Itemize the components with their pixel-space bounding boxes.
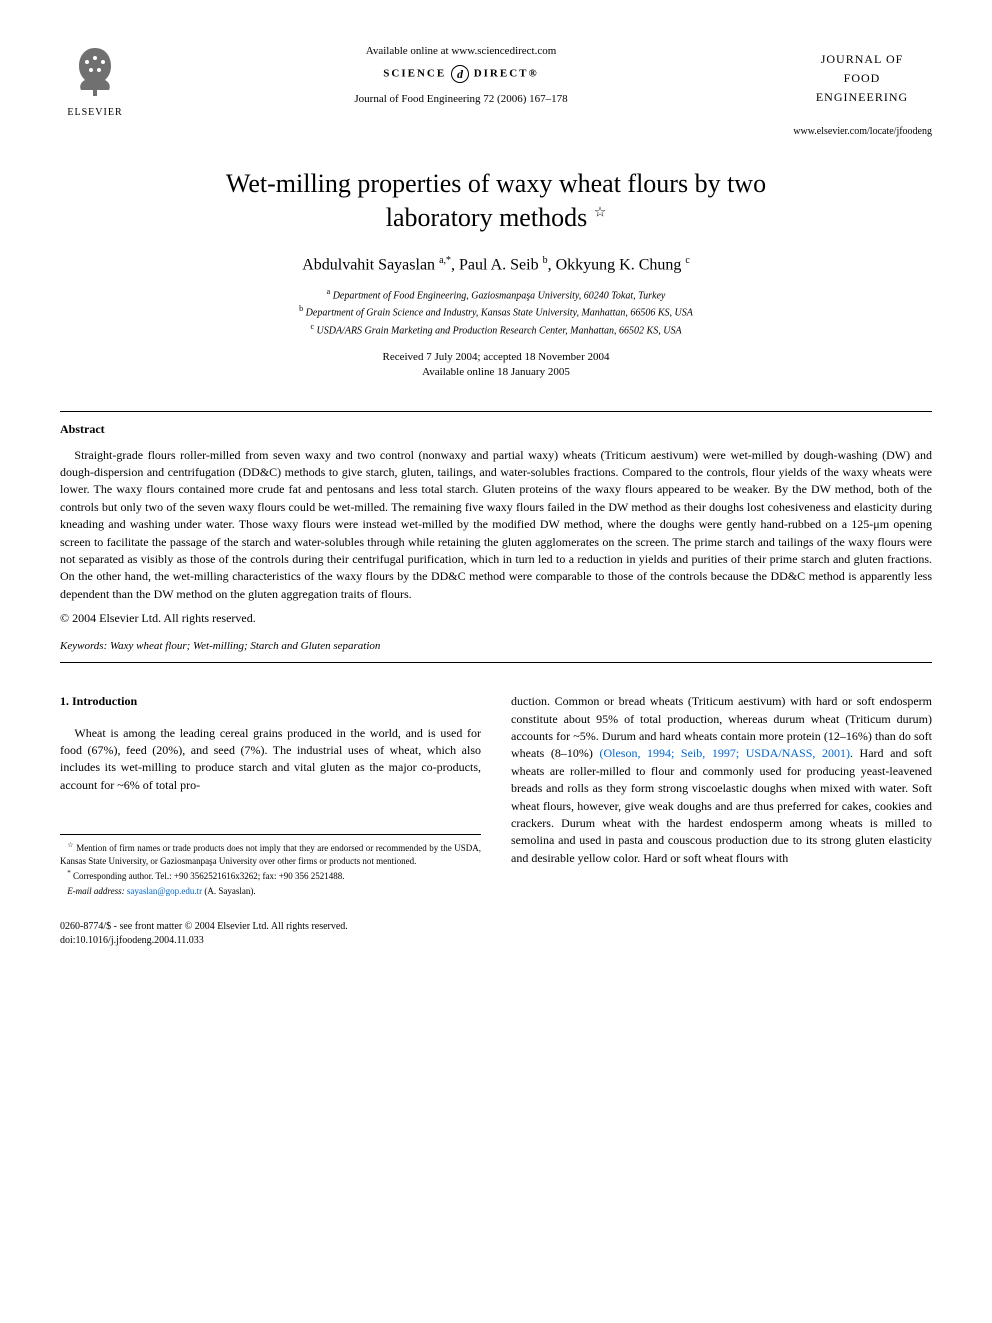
affiliation-b: b Department of Grain Science and Indust… (60, 303, 932, 320)
journal-name-l3: ENGINEERING (792, 88, 932, 107)
journal-name-l1: JOURNAL OF (792, 50, 932, 69)
sd-right: DIRECT® (474, 68, 539, 80)
footnote-email: E-mail address: sayaslan@gop.edu.tr (A. … (60, 885, 481, 898)
footnote-corresponding: * Corresponding author. Tel.: +90 356252… (60, 869, 481, 883)
author-2: Paul A. Seib (459, 256, 539, 273)
affiliation-a: a Department of Food Engineering, Gazios… (60, 286, 932, 303)
author-1: Abdulvahit Sayaslan (302, 256, 435, 273)
author-3-sup: c (685, 255, 689, 266)
title-line2: laboratory methods (386, 203, 587, 232)
column-left: 1. Introduction Wheat is among the leadi… (60, 693, 481, 899)
science-direct-logo: SCIENCE d DIRECT® (130, 65, 792, 83)
article-dates: Received 7 July 2004; accepted 18 Novemb… (60, 350, 932, 381)
title-line1: Wet-milling properties of waxy wheat flo… (226, 169, 766, 198)
online-date: Available online 18 January 2005 (60, 365, 932, 380)
sd-left: SCIENCE (383, 68, 446, 80)
keywords: Keywords: Waxy wheat flour; Wet-milling;… (60, 640, 932, 652)
publisher-name: ELSEVIER (60, 107, 130, 118)
keywords-text: Waxy wheat flour; Wet-milling; Starch an… (110, 640, 380, 652)
authors-list: Abdulvahit Sayaslan a,*, Paul A. Seib b,… (60, 255, 932, 274)
intro-para-1: Wheat is among the leading cereal grains… (60, 725, 481, 795)
divider-top (60, 411, 932, 412)
available-online-text: Available online at www.sciencedirect.co… (130, 45, 792, 57)
journal-url[interactable]: www.elsevier.com/locate/jfoodeng (60, 126, 932, 137)
doi-line: doi:10.1016/j.jfoodeng.2004.11.033 (60, 934, 932, 948)
abstract-heading: Abstract (60, 422, 932, 437)
abstract-copyright: © 2004 Elsevier Ltd. All rights reserved… (60, 611, 932, 626)
affiliation-c: c USDA/ARS Grain Marketing and Productio… (60, 321, 932, 338)
journal-name-box: JOURNAL OF FOOD ENGINEERING (792, 40, 932, 108)
intro-heading: 1. Introduction (60, 693, 481, 710)
reference-link[interactable]: (Oleson, 1994; Seib, 1997; USDA/NASS, 20… (599, 746, 850, 760)
issn-line: 0260-8774/$ - see front matter © 2004 El… (60, 920, 932, 934)
abstract-text: Straight-grade flours roller-milled from… (60, 447, 932, 604)
intro-para-2: duction. Common or bread wheats (Triticu… (511, 693, 932, 867)
body-columns: 1. Introduction Wheat is among the leadi… (60, 693, 932, 899)
author-3: Okkyung K. Chung (556, 256, 682, 273)
elsevier-tree-icon (65, 40, 125, 100)
author-2-sup: b (543, 255, 548, 266)
page-header: ELSEVIER Available online at www.science… (60, 40, 932, 118)
received-date: Received 7 July 2004; accepted 18 Novemb… (60, 350, 932, 365)
footnote-star: ☆ Mention of firm names or trade product… (60, 841, 481, 867)
affiliations: a Department of Food Engineering, Gazios… (60, 286, 932, 338)
keywords-label: Keywords: (60, 640, 107, 652)
email-attribution: (A. Sayaslan). (204, 886, 255, 896)
column-right: duction. Common or bread wheats (Triticu… (511, 693, 932, 899)
journal-citation: Journal of Food Engineering 72 (2006) 16… (130, 93, 792, 105)
divider-bottom (60, 662, 932, 663)
author-1-sup: a,* (439, 255, 451, 266)
email-link[interactable]: sayaslan@gop.edu.tr (127, 886, 202, 896)
sd-circle-icon: d (451, 65, 469, 83)
footer-meta: 0260-8774/$ - see front matter © 2004 El… (60, 920, 932, 948)
footnotes: ☆ Mention of firm names or trade product… (60, 834, 481, 897)
header-center: Available online at www.sciencedirect.co… (130, 40, 792, 105)
article-title: Wet-milling properties of waxy wheat flo… (60, 167, 932, 235)
email-label: E-mail address: (67, 886, 124, 896)
publisher-logo: ELSEVIER (60, 40, 130, 118)
journal-name-l2: FOOD (792, 69, 932, 88)
title-footnote-star: ☆ (594, 205, 607, 220)
